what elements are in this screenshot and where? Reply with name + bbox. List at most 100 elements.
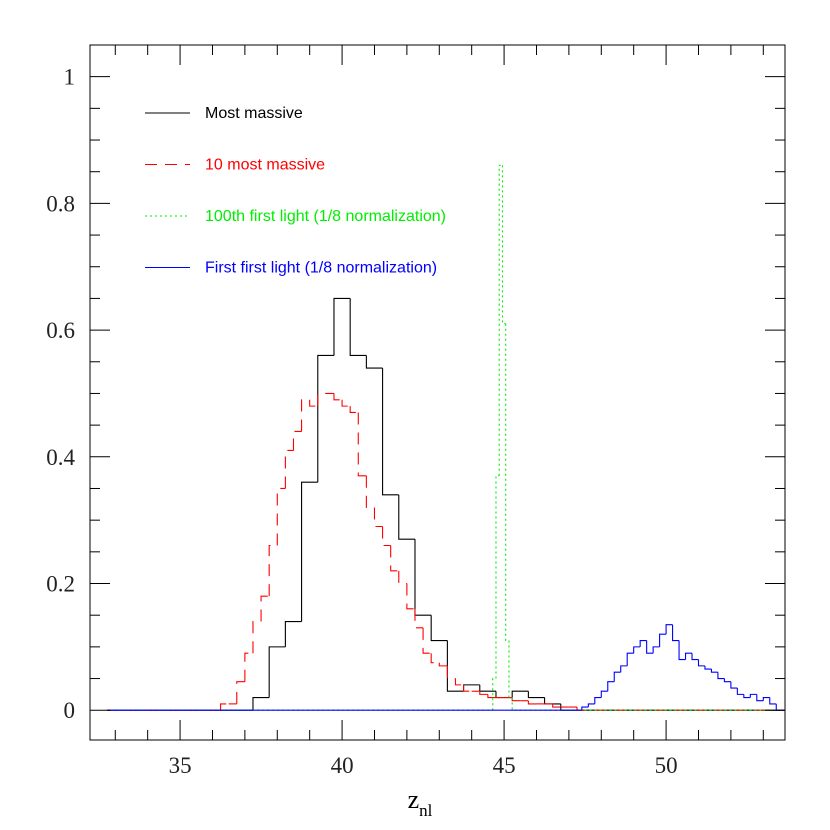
legend-label: First first light (1/8 normalization) bbox=[205, 260, 437, 277]
histogram-step bbox=[511, 690, 529, 698]
histogram-step bbox=[373, 507, 383, 528]
histogram-step bbox=[349, 406, 359, 414]
histogram-step bbox=[454, 678, 464, 686]
histogram-step bbox=[633, 646, 641, 654]
histogram-step bbox=[723, 678, 731, 683]
plot-frame bbox=[89, 44, 786, 741]
histogram-step bbox=[406, 583, 415, 610]
x-label-subscript: nl bbox=[419, 801, 433, 820]
histogram-step bbox=[639, 639, 647, 647]
histogram-step bbox=[587, 703, 595, 708]
histogram-step bbox=[390, 545, 399, 572]
histogram-step bbox=[220, 703, 229, 711]
histogram-step bbox=[333, 393, 343, 401]
histogram-step bbox=[301, 481, 318, 622]
histogram-step bbox=[501, 165, 506, 325]
histogram-step bbox=[333, 297, 351, 356]
histogram-step bbox=[665, 624, 673, 635]
histogram-step bbox=[284, 620, 302, 647]
histogram-step bbox=[244, 652, 253, 682]
histogram-step bbox=[498, 164, 503, 476]
histogram-step bbox=[730, 681, 738, 689]
histogram-step bbox=[736, 688, 744, 695]
histogram-step bbox=[613, 671, 621, 682]
histogram-step bbox=[749, 693, 757, 698]
x-tick-label: 35 bbox=[169, 753, 192, 778]
histogram-step bbox=[704, 665, 712, 670]
histogram-step bbox=[626, 652, 634, 666]
histogram-step bbox=[527, 691, 545, 699]
histogram-step bbox=[495, 691, 513, 699]
histogram-step bbox=[769, 697, 777, 705]
histogram-step bbox=[505, 323, 509, 642]
histogram-step bbox=[652, 646, 660, 654]
histogram-step bbox=[600, 690, 608, 698]
histogram-step bbox=[487, 694, 496, 699]
histogram-step bbox=[430, 653, 440, 664]
x-label-main: z bbox=[408, 785, 420, 814]
histogram-step bbox=[284, 449, 294, 489]
histogram-step bbox=[414, 539, 432, 616]
legend-label: 100th first light (1/8 normalization) bbox=[205, 208, 446, 225]
histogram-step bbox=[260, 595, 270, 622]
histogram-step bbox=[349, 298, 367, 356]
histogram-step bbox=[594, 697, 602, 704]
histogram-step bbox=[775, 703, 785, 711]
x-tick-label: 45 bbox=[493, 753, 516, 778]
histogram-step bbox=[762, 697, 770, 701]
histogram-step bbox=[398, 494, 415, 540]
histogram-step bbox=[697, 659, 705, 667]
legend-label: Most massive bbox=[205, 105, 303, 122]
histogram-step bbox=[659, 633, 667, 647]
histogram-step bbox=[357, 412, 367, 477]
y-tick-label: 0.8 bbox=[46, 191, 75, 216]
histogram-step bbox=[382, 526, 391, 547]
histogram-step bbox=[560, 703, 785, 711]
histogram-step bbox=[717, 672, 725, 680]
y-tick-label: 1 bbox=[64, 65, 76, 90]
histogram-step bbox=[492, 677, 496, 711]
y-tick-label: 0 bbox=[64, 698, 76, 723]
histogram-step bbox=[756, 694, 764, 702]
histogram-step bbox=[710, 669, 718, 673]
histogram-step bbox=[276, 487, 286, 546]
legend-label: 10 most massive bbox=[205, 157, 325, 174]
histogram-step bbox=[607, 681, 615, 692]
histogram-step bbox=[479, 691, 488, 695]
histogram-step bbox=[527, 700, 537, 705]
histogram-step bbox=[581, 706, 589, 711]
histogram-step bbox=[463, 684, 472, 692]
x-tick-label: 50 bbox=[655, 753, 678, 778]
histogram-step bbox=[544, 697, 561, 705]
x-tick-label: 40 bbox=[331, 753, 354, 778]
histogram-step bbox=[268, 646, 286, 698]
histogram-step bbox=[438, 662, 448, 667]
histogram-step bbox=[301, 399, 310, 432]
histogram-step bbox=[672, 624, 680, 642]
histogram-step bbox=[292, 430, 302, 451]
histogram-step bbox=[678, 640, 686, 661]
y-tick-label: 0.6 bbox=[46, 318, 75, 343]
histogram-step bbox=[743, 694, 751, 699]
histogram-step bbox=[495, 475, 500, 679]
histogram-step bbox=[414, 608, 424, 629]
histogram-step bbox=[317, 354, 334, 483]
histogram-step bbox=[236, 681, 245, 704]
histogram-step bbox=[309, 399, 318, 407]
histogram-step bbox=[511, 697, 521, 702]
histogram-step bbox=[552, 703, 561, 708]
histogram-step bbox=[398, 570, 407, 585]
y-tick-label: 0.4 bbox=[46, 445, 75, 470]
histogram-step bbox=[422, 627, 432, 654]
y-tick-label: 0.2 bbox=[46, 572, 75, 597]
histogram-step bbox=[430, 615, 448, 642]
histogram-step bbox=[268, 544, 278, 597]
histogram-step bbox=[365, 475, 375, 509]
histogram-step bbox=[382, 368, 399, 496]
histogram-step bbox=[684, 652, 693, 660]
histogram-step bbox=[463, 684, 480, 692]
histogram-step bbox=[446, 665, 456, 680]
histogram-step bbox=[341, 399, 351, 407]
histogram-step bbox=[620, 665, 628, 673]
